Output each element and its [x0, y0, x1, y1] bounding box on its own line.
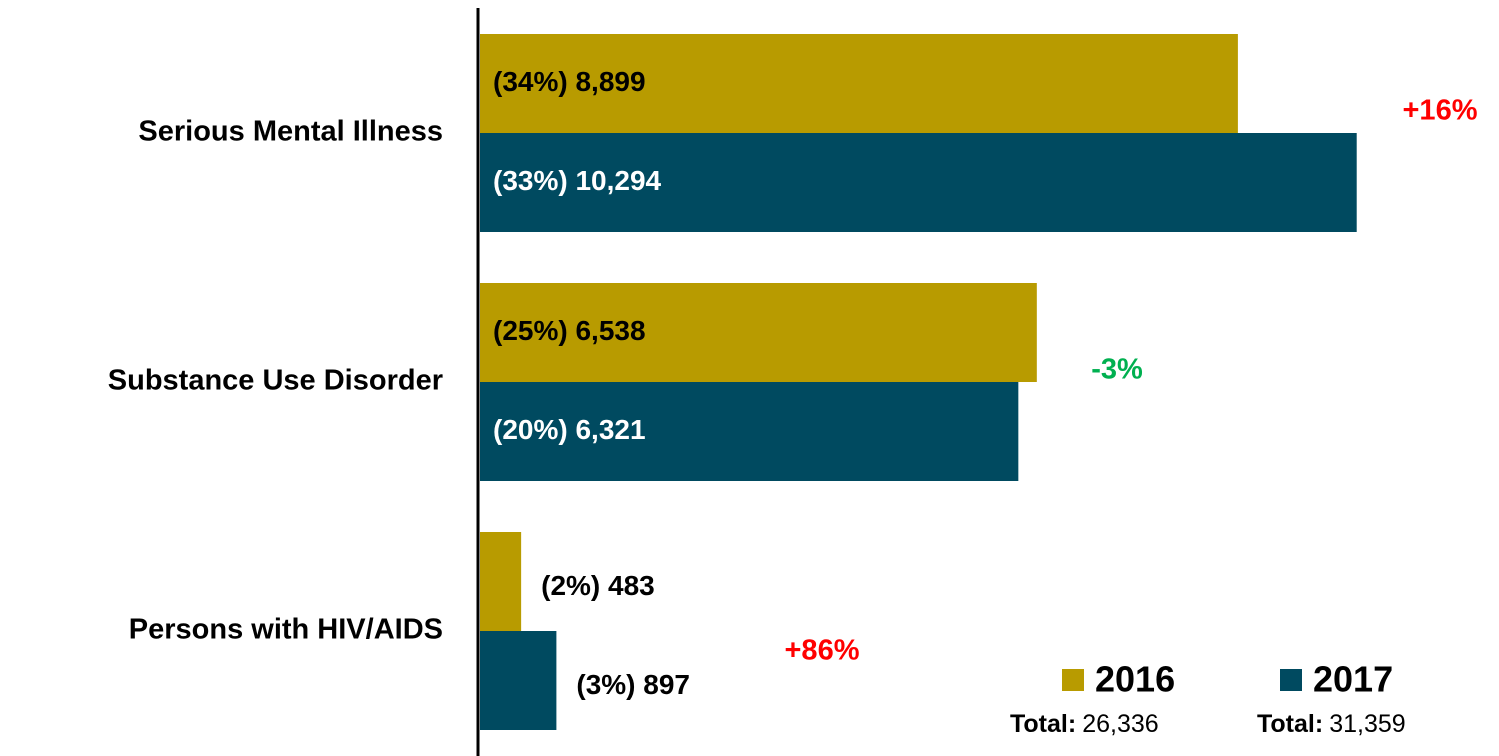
- value-label: (33%) 10,294: [493, 165, 662, 196]
- bar: [480, 532, 522, 631]
- total-value: 26,336: [1082, 710, 1158, 738]
- bar: [480, 133, 1357, 232]
- change-annotation: +86%: [785, 635, 860, 667]
- legend-swatch: [1062, 669, 1084, 691]
- change-annotation: +16%: [1403, 95, 1478, 127]
- total-text: Total:: [1010, 710, 1076, 738]
- category-label: Substance Use Disorder: [108, 365, 443, 397]
- legend-label: 2017: [1313, 659, 1393, 700]
- legend-swatch: [1280, 669, 1302, 691]
- value-label: (25%) 6,538: [493, 315, 646, 346]
- legend-total: Total: 31,359: [1257, 710, 1406, 738]
- value-label: (3%) 897: [576, 669, 690, 700]
- total-text: Total:: [1257, 710, 1323, 738]
- value-label: (2%) 483: [541, 570, 655, 601]
- category-label: Persons with HIV/AIDS: [129, 614, 443, 646]
- value-label: (20%) 6,321: [493, 414, 646, 445]
- value-label: (34%) 8,899: [493, 66, 646, 97]
- category-label: Serious Mental Illness: [138, 116, 443, 148]
- bar: [480, 34, 1238, 133]
- legend-total: Total: 26,336: [1010, 710, 1159, 738]
- legend-label: 2016: [1095, 659, 1175, 700]
- bar: [480, 283, 1037, 382]
- bar: [480, 631, 557, 730]
- bar: [480, 382, 1019, 481]
- total-value: 31,359: [1329, 710, 1405, 738]
- change-annotation: -3%: [1091, 354, 1143, 386]
